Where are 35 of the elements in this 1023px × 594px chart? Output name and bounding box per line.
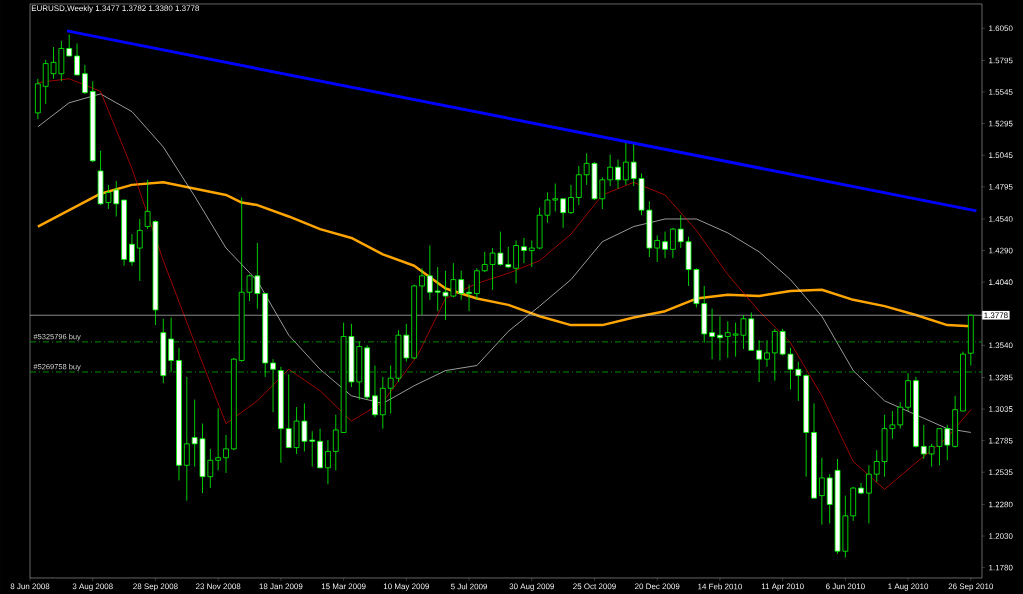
candlestick [129,233,135,267]
candlestick [709,308,715,360]
candlestick [568,184,574,215]
candlestick [771,328,778,382]
candlestick [325,439,331,485]
candlestick [215,408,222,471]
candlestick [74,42,80,76]
candlestick [521,237,527,264]
candlestick [615,159,621,190]
candlestick [419,267,425,316]
candlestick [818,457,825,526]
candlestick [426,245,433,301]
candlestick [168,317,174,373]
candlestick [474,267,480,301]
candlestick [607,154,614,187]
candlestick [82,64,88,95]
candlestick [223,434,229,474]
candlestick [670,227,676,259]
candlestick [622,142,629,186]
candlestick [662,231,668,259]
candlestick [513,240,519,284]
candlestick [270,358,276,413]
candlestick [764,339,770,368]
candlestick [183,376,190,502]
candlestick [575,165,582,206]
candlestick [466,284,472,312]
candlestick [654,235,661,263]
candlestick [66,34,73,57]
candlestick [136,218,143,282]
candlestick [756,339,762,383]
candlestick [717,315,723,361]
candlestick [458,270,465,301]
candlestick [866,464,872,524]
candlestick [560,198,566,229]
candlestick [372,365,378,418]
